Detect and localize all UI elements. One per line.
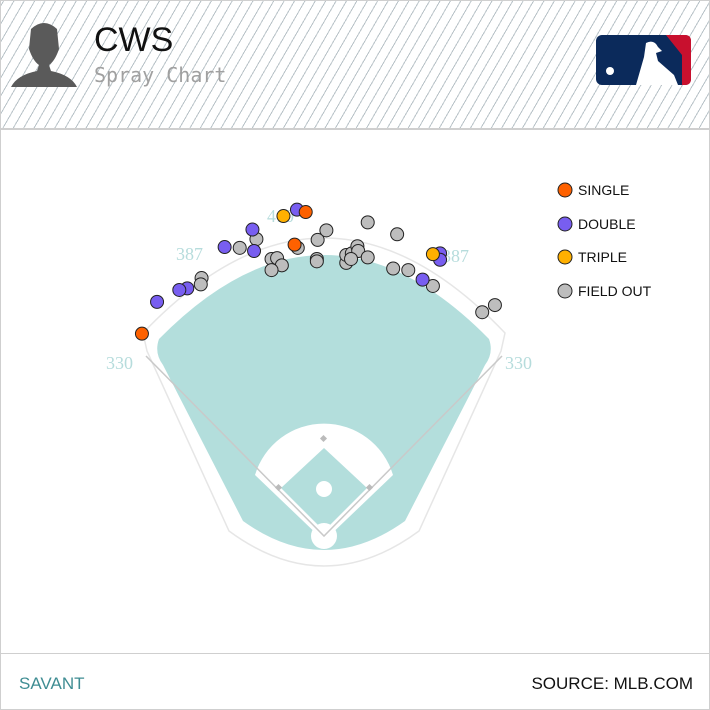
legend-item-triple: TRIPLE — [557, 249, 627, 265]
hit-point-field-out — [193, 277, 208, 292]
hit-point-double — [245, 222, 260, 237]
hit-point-single — [298, 205, 313, 220]
hit-point-field-out — [310, 232, 325, 247]
legend-marker-triple — [557, 249, 573, 265]
legend-label-field-out: FIELD OUT — [578, 283, 652, 299]
mlb-logo — [596, 35, 691, 85]
fence-label-right-line: 330 — [505, 353, 532, 373]
second-base — [319, 434, 328, 443]
hit-point-double — [247, 244, 262, 259]
hit-point-double — [217, 240, 232, 255]
hit-point-double — [415, 272, 430, 287]
hit-point-triple — [276, 209, 291, 224]
hit-point-double — [150, 294, 165, 309]
first-base — [365, 483, 374, 492]
hit-point-field-out — [360, 215, 375, 230]
hit-points — [134, 202, 502, 341]
hit-point-field-out — [232, 240, 247, 255]
player-silhouette-icon — [11, 23, 77, 87]
third-base — [274, 483, 283, 492]
hit-point-single — [287, 237, 302, 252]
legend-marker-field-out — [557, 283, 573, 299]
legend-label-double: DOUBLE — [578, 216, 636, 232]
legend-item-field-out: FIELD OUT — [557, 283, 652, 299]
fence-label-left-line: 330 — [106, 353, 133, 373]
hit-point-field-out — [360, 250, 375, 265]
legend-marker-single — [557, 182, 573, 198]
foul-lines — [145, 355, 503, 538]
header: CWS Spray Chart — [1, 1, 709, 130]
legend-item-single: SINGLE — [557, 182, 629, 198]
hit-point-field-out — [487, 298, 502, 313]
fence-label-left-center: 387 — [176, 244, 203, 264]
hit-point-field-out — [475, 305, 490, 320]
hit-point-field-out — [425, 278, 440, 293]
team-name: CWS — [94, 21, 174, 59]
hit-point-field-out — [344, 251, 359, 266]
legend: SINGLE DOUBLE TRIPLE FIELD OUT — [557, 182, 652, 299]
pitchers-mound — [316, 481, 332, 497]
hit-point-single — [134, 326, 149, 341]
hit-point-field-out — [319, 223, 334, 238]
footer-divider — [1, 653, 709, 654]
source-label: SOURCE: MLB.COM — [531, 674, 693, 693]
legend-item-double: DOUBLE — [557, 216, 636, 232]
fence-label-right-center: 387 — [442, 246, 469, 266]
hit-point-triple — [425, 247, 440, 262]
hit-point-field-out — [264, 263, 279, 278]
hit-point-field-out — [386, 261, 401, 276]
legend-marker-double — [557, 216, 573, 232]
savant-link[interactable]: SAVANT — [19, 674, 85, 693]
hit-point-field-out — [309, 254, 324, 269]
spray-chart: 330 387 410 387 330 SINGLE DOUBLE TRIPLE… — [106, 182, 652, 567]
legend-label-triple: TRIPLE — [578, 249, 627, 265]
field — [142, 237, 506, 567]
outfield-grass — [157, 255, 491, 550]
legend-label-single: SINGLE — [578, 182, 629, 198]
hit-point-field-out — [390, 227, 405, 242]
hit-point-double — [172, 282, 187, 297]
hit-point-field-out — [401, 263, 416, 278]
chart-subtitle: Spray Chart — [94, 63, 227, 87]
